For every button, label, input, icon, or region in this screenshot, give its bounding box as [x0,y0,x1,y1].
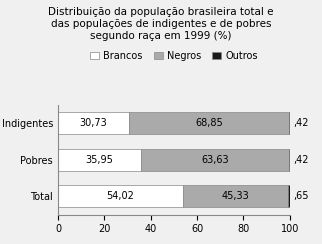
Text: ,42: ,42 [293,118,309,128]
Legend: Brancos, Negros, Outros: Brancos, Negros, Outros [86,47,261,65]
Bar [58,112,129,134]
Bar [58,149,141,171]
Bar [289,149,290,171]
Text: ,65: ,65 [293,192,309,201]
Bar [289,112,290,134]
Bar [183,185,288,207]
Text: 30,73: 30,73 [80,118,108,128]
Text: 35,95: 35,95 [86,155,114,165]
Text: 63,63: 63,63 [201,155,229,165]
Text: 54,02: 54,02 [107,192,135,201]
Text: ,42: ,42 [293,155,309,165]
Bar [288,185,290,207]
Text: 68,85: 68,85 [195,118,223,128]
Bar [141,149,289,171]
Bar [129,112,289,134]
Text: 45,33: 45,33 [222,192,250,201]
Bar [58,185,183,207]
Text: Distribuição da população brasileira total e
das populações de indigentes e de p: Distribuição da população brasileira tot… [48,7,274,41]
